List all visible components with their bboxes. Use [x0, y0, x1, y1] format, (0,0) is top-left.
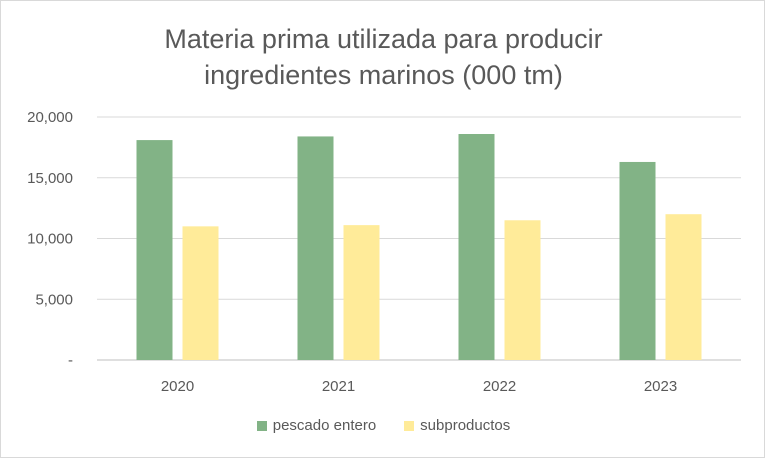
y-tick-label: - — [68, 352, 73, 369]
y-tick-label: 15,000 — [27, 170, 73, 187]
bar-subproductos-2021 — [343, 225, 380, 360]
legend-label-subproductos: subproductos — [420, 417, 511, 434]
legend-swatch-subproductos — [404, 420, 415, 431]
x-tick-label: 2023 — [644, 378, 677, 395]
chart-title-line-2: ingredientes marinos (000 tm) — [204, 60, 563, 90]
bar-pescado-entero-2022 — [458, 134, 495, 360]
bar-pescado-entero-2020 — [136, 140, 173, 360]
x-tick-label: 2020 — [161, 378, 194, 395]
legend-label-pescado-entero: pescado entero — [272, 417, 377, 434]
legend-swatch-pescado-entero — [256, 420, 267, 431]
legend-item-pescado-entero: pescado entero — [256, 417, 377, 434]
bar-subproductos-2022 — [504, 220, 541, 360]
x-tick-label: 2022 — [483, 378, 516, 395]
bar-subproductos-2020 — [182, 226, 219, 360]
y-tick-label: 10,000 — [27, 231, 73, 248]
chart-title-line-1: Materia prima utilizada para producir — [164, 24, 603, 54]
bar-pescado-entero-2023 — [619, 161, 656, 360]
y-tick-label: 5,000 — [35, 291, 73, 308]
chart-title: Materia prima utilizada para producir in… — [1, 21, 765, 93]
y-tick-label: 20,000 — [27, 109, 73, 126]
x-tick-label: 2021 — [322, 378, 355, 395]
legend-item-subproductos: subproductos — [404, 417, 510, 434]
bar-pescado-entero-2021 — [297, 136, 334, 360]
legend: pescado entero subproductos — [1, 417, 765, 434]
bar-subproductos-2023 — [665, 214, 702, 360]
